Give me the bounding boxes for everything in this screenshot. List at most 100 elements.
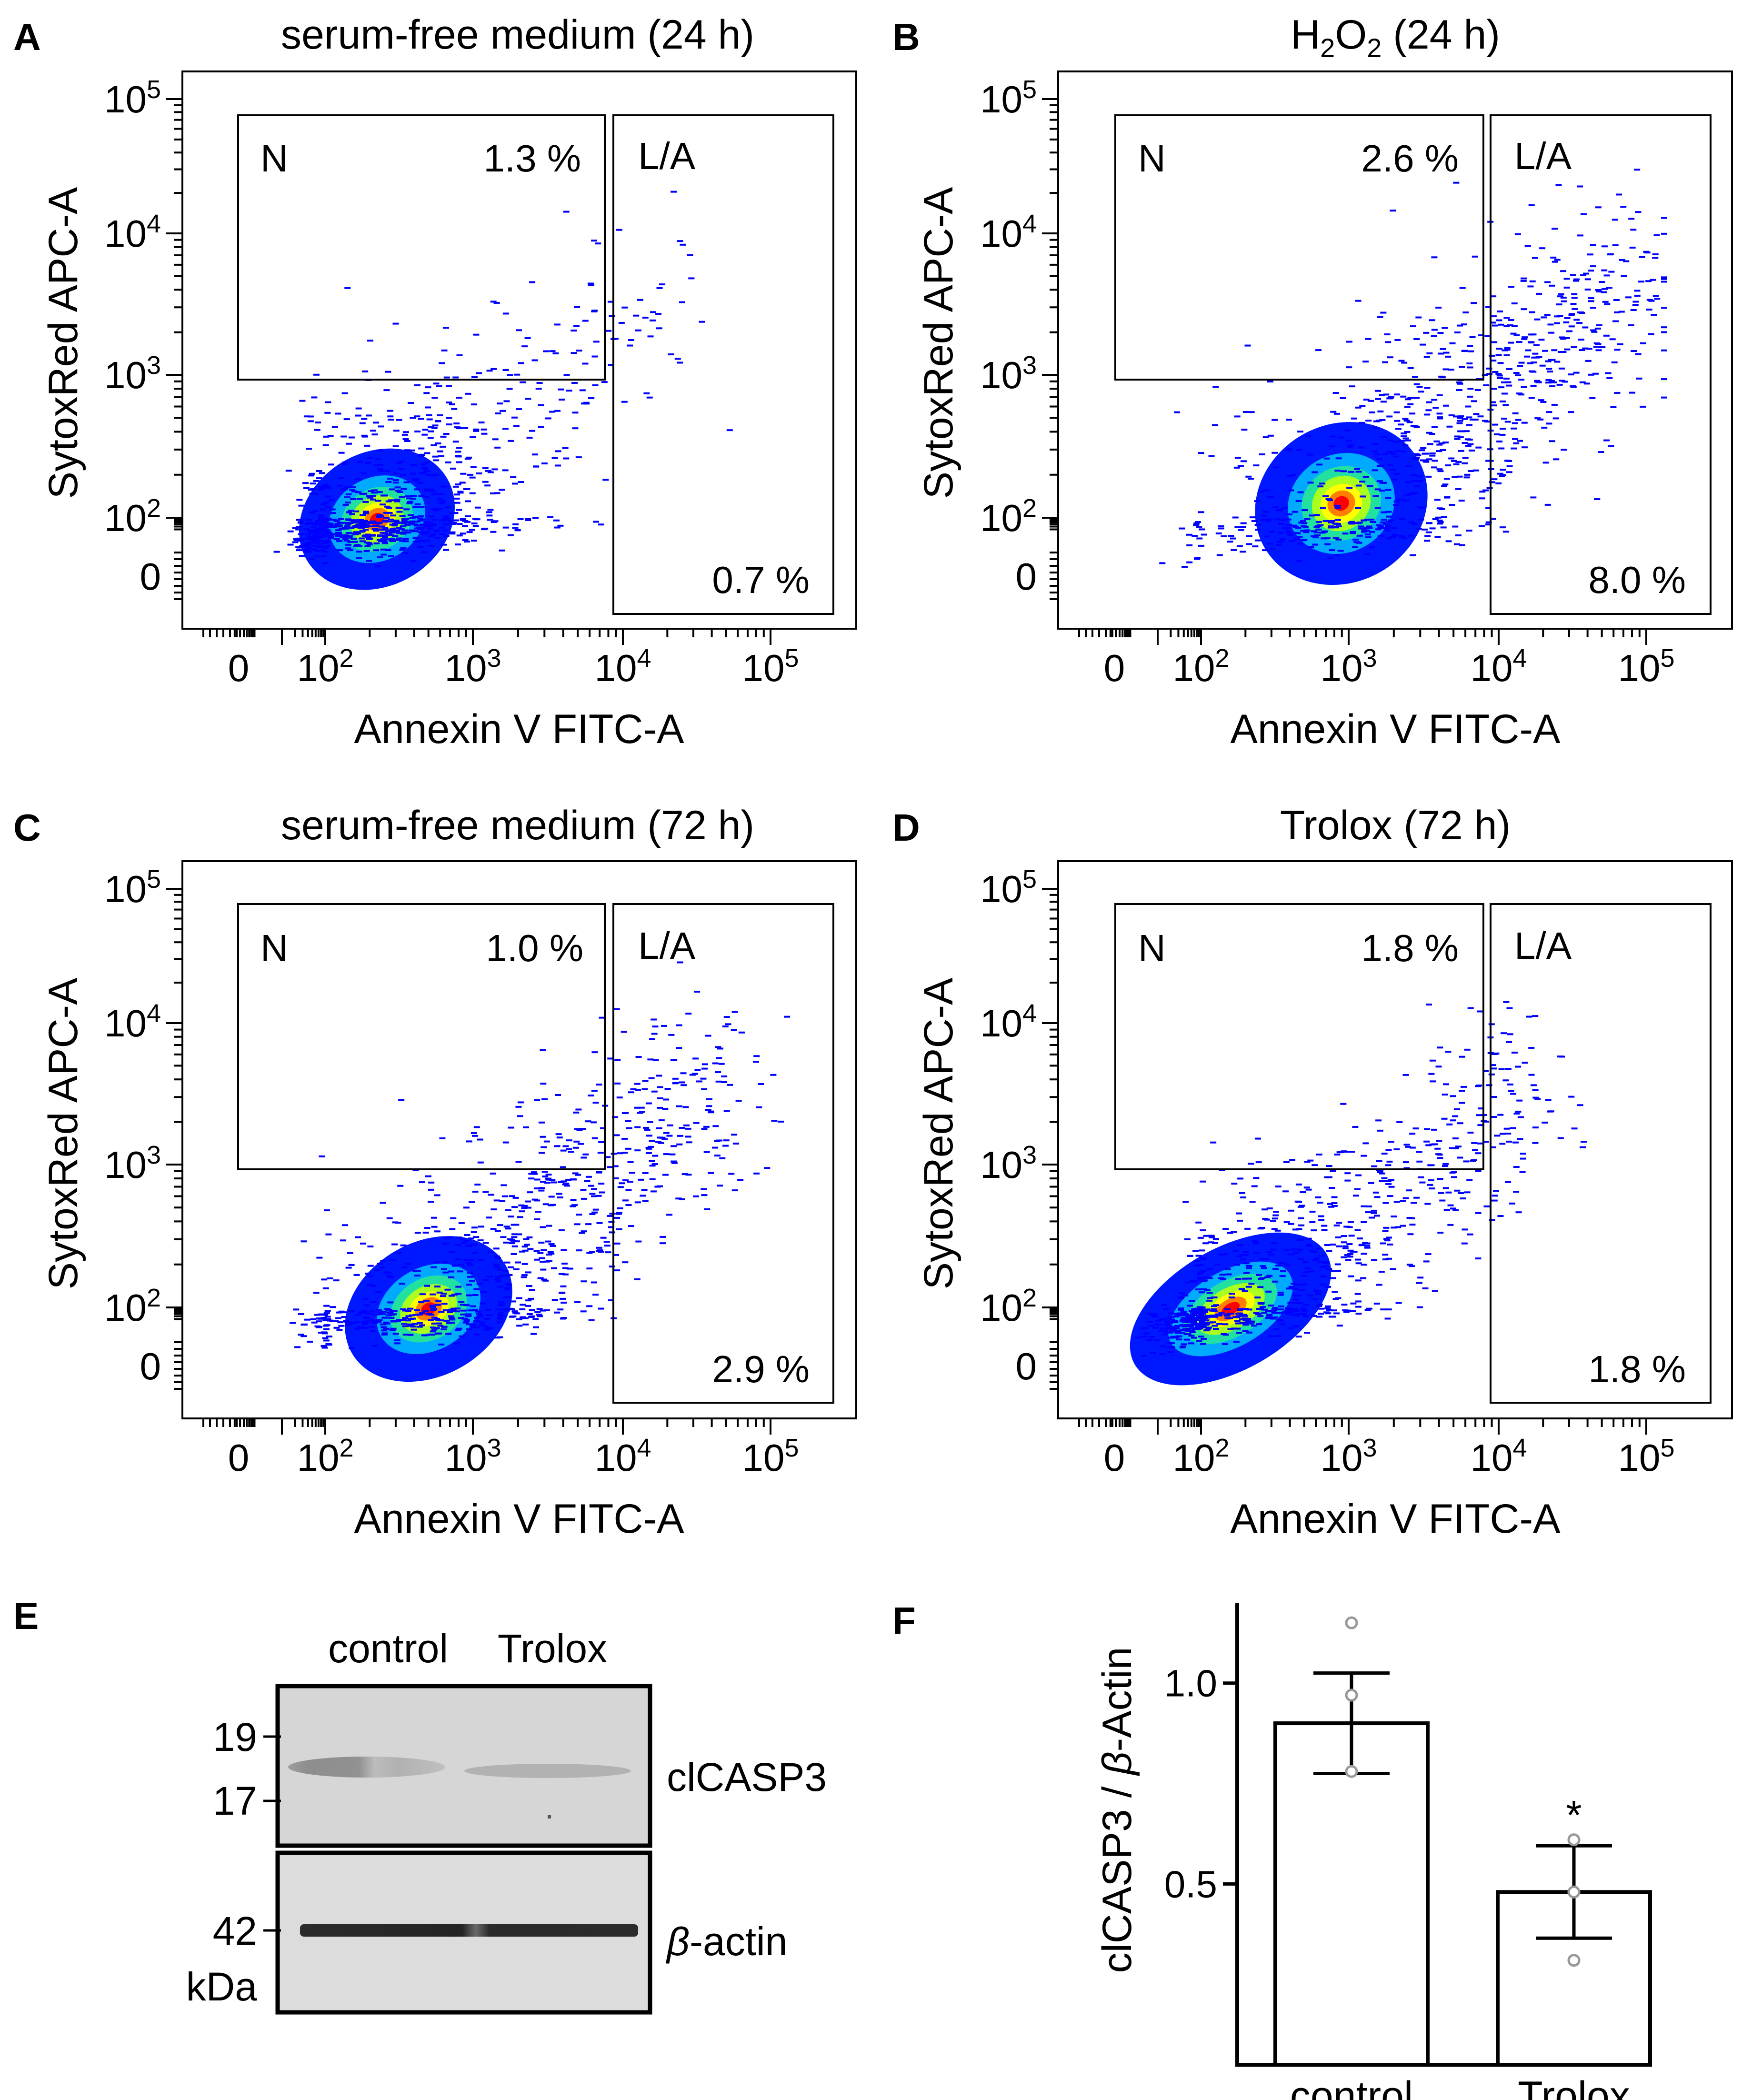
event-dot: [1378, 464, 1385, 467]
event-dot: [1452, 525, 1459, 528]
event-dot: [719, 1157, 726, 1159]
event-dot: [452, 376, 459, 379]
event-dot: [1463, 476, 1470, 479]
event-dot: [546, 1225, 552, 1227]
panel-title: serum-free medium (72 h): [281, 803, 754, 848]
event-dot: [361, 1323, 368, 1326]
event-dot: [525, 1299, 532, 1302]
event-dot: [362, 1311, 369, 1314]
event-dot: [1312, 536, 1319, 539]
event-dot: [440, 519, 447, 522]
event-dot: [727, 1084, 733, 1086]
event-dot: [435, 442, 441, 444]
event-dot: [1429, 527, 1436, 530]
event-dot: [367, 1275, 373, 1277]
event-dot: [1232, 1249, 1239, 1252]
event-dot: [509, 1195, 515, 1197]
event-dot: [393, 519, 400, 522]
event-dot: [1402, 437, 1409, 440]
event-dot: [471, 540, 477, 542]
event-dot: [1436, 412, 1443, 415]
event-dot: [303, 545, 310, 547]
event-dot: [1332, 392, 1339, 394]
event-dot: [1241, 1315, 1248, 1317]
event-dot: [1343, 1311, 1350, 1313]
event-dot: [571, 1204, 578, 1206]
event-dot: [1261, 514, 1267, 517]
event-dot: [316, 470, 322, 472]
event-dot: [614, 1269, 621, 1272]
event-dot: [414, 488, 420, 491]
event-dot: [1333, 412, 1340, 415]
event-dot: [1511, 427, 1517, 430]
event-dot: [676, 1105, 682, 1107]
significance-marker: *: [1566, 1792, 1582, 1838]
event-dot: [414, 521, 420, 523]
event-dot: [473, 1320, 480, 1322]
panel-title: Trolox (72 h): [1280, 803, 1511, 848]
event-dot: [320, 528, 327, 531]
event-dot: [1197, 1306, 1203, 1308]
event-dot: [471, 1308, 478, 1311]
event-dot: [392, 531, 399, 533]
event-dot: [431, 1308, 438, 1310]
event-dot: [685, 1135, 691, 1138]
event-dot: [1355, 1262, 1362, 1265]
event-dot: [1134, 1336, 1141, 1339]
event-dot: [1415, 528, 1422, 530]
event-dot: [1498, 386, 1505, 389]
event-dot: [442, 327, 449, 329]
event-dot: [541, 1249, 547, 1251]
event-dot: [1561, 300, 1567, 302]
event-dot: [542, 1279, 549, 1282]
event-dot: [394, 1339, 400, 1341]
event-dot: [1199, 1249, 1205, 1252]
event-dot: [588, 1185, 594, 1187]
event-dot: [1254, 1296, 1261, 1299]
event-dot: [1192, 1250, 1199, 1252]
event-dot: [441, 349, 448, 352]
event-dot: [1206, 1299, 1213, 1302]
event-dot: [414, 1275, 420, 1277]
event-dot: [316, 540, 322, 542]
event-dot: [685, 1127, 691, 1130]
event-dot: [1568, 411, 1574, 413]
event-dot: [1362, 1142, 1369, 1145]
event-dot: [1224, 1315, 1231, 1317]
event-dot: [450, 522, 456, 525]
event-dot: [452, 485, 459, 488]
event-dot: [324, 529, 331, 532]
event-dot: [591, 240, 598, 242]
event-dot: [1527, 285, 1534, 288]
event-dot: [1559, 380, 1565, 382]
event-dot: [344, 1320, 351, 1323]
event-dot: [394, 539, 401, 541]
event-dot: [1335, 538, 1342, 541]
event-dot: [1261, 1308, 1268, 1311]
event-dot: [513, 425, 520, 427]
event-dot: [380, 1310, 387, 1313]
event-dot: [681, 1084, 687, 1086]
event-dot: [1387, 356, 1393, 359]
event-dot: [1383, 1226, 1390, 1229]
event-dot: [1592, 372, 1599, 375]
event-dot: [394, 486, 401, 489]
event-dot: [1187, 1255, 1193, 1257]
event-dot: [318, 524, 325, 527]
event-dot: [413, 479, 420, 481]
gate-la: [1490, 114, 1712, 615]
event-dot: [1526, 1015, 1532, 1018]
y-tick-label: 102: [980, 1284, 1037, 1329]
event-dot: [436, 508, 443, 510]
event-dot: [506, 388, 513, 390]
event-dot: [430, 1293, 436, 1296]
event-dot: [1445, 355, 1452, 358]
event-dot: [1551, 403, 1558, 406]
event-dot: [621, 1137, 628, 1140]
event-dot: [1147, 1313, 1154, 1315]
event-dot: [1277, 532, 1284, 534]
event-dot: [1509, 1202, 1516, 1205]
event-dot: [380, 548, 387, 551]
event-dot: [1321, 1229, 1328, 1231]
event-dot: [634, 1201, 641, 1204]
